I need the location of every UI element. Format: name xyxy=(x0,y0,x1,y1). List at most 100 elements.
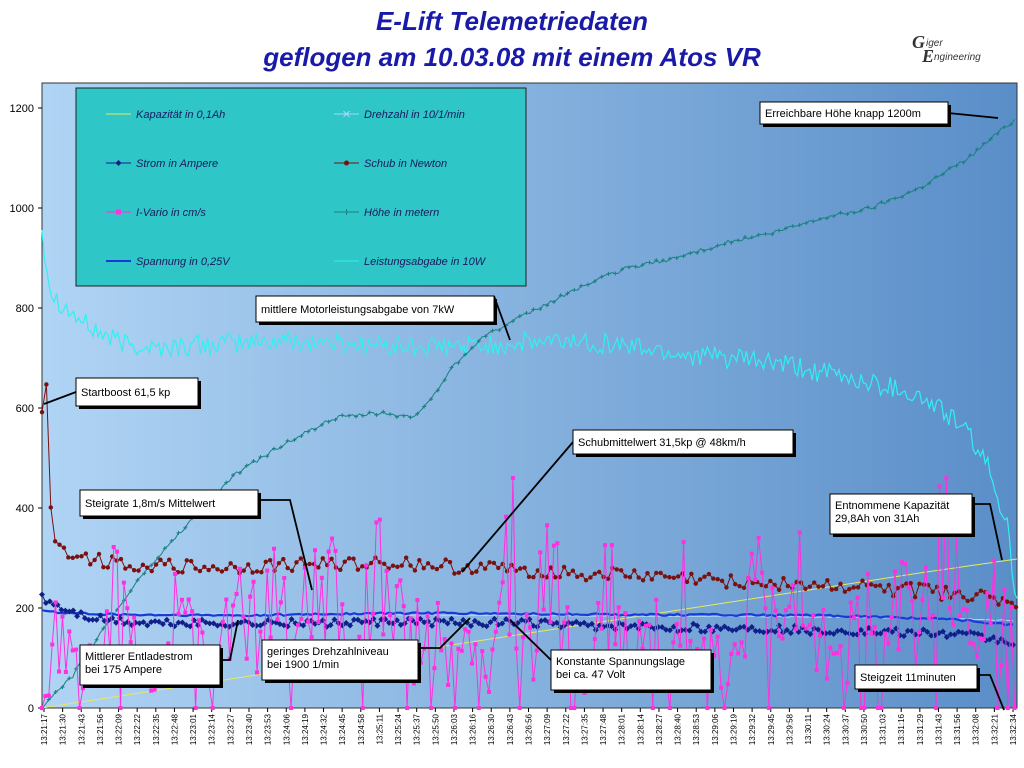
data-point-schub xyxy=(342,559,347,564)
data-point-schub xyxy=(452,571,457,576)
data-point-ivario xyxy=(760,570,765,575)
data-point-ivario xyxy=(466,629,471,634)
data-point-ivario xyxy=(548,620,553,625)
data-point-strom xyxy=(78,609,84,616)
data-point-ivario xyxy=(545,523,550,528)
data-point-ivario xyxy=(596,600,601,605)
data-point-strom xyxy=(705,623,712,630)
data-point-ivario xyxy=(295,623,300,628)
data-point-hoehe xyxy=(742,235,747,240)
data-point-ivario xyxy=(377,517,382,522)
data-point-schub xyxy=(733,581,738,587)
data-point-ivario xyxy=(330,536,335,541)
data-point-ivario xyxy=(940,595,945,600)
data-point-schub xyxy=(118,556,124,562)
data-point-hoehe xyxy=(176,530,181,535)
data-point-strom xyxy=(939,628,946,635)
data-point-hoehe xyxy=(278,445,283,450)
data-point-ivario xyxy=(432,666,437,671)
x-tick-label: 13:21:17 xyxy=(40,713,49,745)
data-point-ivario xyxy=(500,580,505,585)
data-point-schub xyxy=(127,564,132,569)
data-point-ivario xyxy=(459,648,464,653)
data-point-schub xyxy=(338,567,343,573)
data-point-hoehe xyxy=(572,287,577,292)
data-point-ivario xyxy=(551,543,556,548)
data-point-ivario xyxy=(490,647,495,652)
data-point-hoehe xyxy=(333,417,338,422)
data-point-ivario xyxy=(251,579,256,584)
data-point-strom xyxy=(39,591,45,598)
data-point-schub xyxy=(553,575,558,580)
y-tick-label: 600 xyxy=(16,403,34,415)
data-point-hoehe xyxy=(661,258,666,263)
data-point-ivario xyxy=(678,643,683,648)
legend-marker xyxy=(343,209,350,215)
data-point-ivario xyxy=(309,635,314,640)
data-point-ivario xyxy=(67,629,72,634)
chart-title: E-Lift Telemetriedaten xyxy=(375,6,649,36)
data-point-ivario xyxy=(507,632,512,637)
x-tick-label: 13:31:29 xyxy=(916,713,925,745)
data-point-ivario xyxy=(179,597,184,602)
data-point-ivario xyxy=(616,605,621,610)
data-point-ivario xyxy=(944,476,949,481)
data-point-ivario xyxy=(702,636,707,641)
data-point-ivario xyxy=(504,514,509,519)
data-point-schub xyxy=(912,594,918,600)
data-point-ivario xyxy=(644,623,649,628)
data-point-ivario xyxy=(446,682,451,687)
data-point-hoehe xyxy=(285,438,290,443)
data-point-ivario xyxy=(183,610,188,615)
data-point-ivario xyxy=(121,580,126,585)
data-point-ivario xyxy=(510,476,515,480)
data-point-strom xyxy=(666,627,673,634)
data-point-schub xyxy=(873,583,878,589)
data-point-schub xyxy=(228,561,233,566)
data-point-hoehe xyxy=(599,274,604,279)
data-point-strom xyxy=(460,616,467,623)
data-point-ivario xyxy=(70,648,75,653)
annotation-text: 29,8Ah von 31Ah xyxy=(835,513,919,525)
data-point-hoehe xyxy=(449,365,454,370)
annotation-line xyxy=(258,499,313,591)
data-point-schub xyxy=(803,586,808,592)
data-point-ivario xyxy=(869,631,874,636)
data-point-strom xyxy=(374,622,381,629)
annotation-line xyxy=(418,617,471,649)
data-point-ivario xyxy=(746,576,751,581)
annotation-line xyxy=(947,112,999,119)
data-point-ivario xyxy=(237,566,242,571)
data-point-ivario xyxy=(855,595,860,600)
legend-item-spannung: Spannung in 0,25V xyxy=(106,256,231,268)
data-point-ivario xyxy=(360,706,365,710)
data-point-ivario xyxy=(302,565,307,570)
data-point-strom xyxy=(261,620,268,627)
annotation-box xyxy=(759,101,949,125)
data-point-ivario xyxy=(234,591,239,596)
data-point-ivario xyxy=(934,706,939,710)
data-point-hoehe xyxy=(353,414,358,419)
data-point-hoehe xyxy=(313,427,317,432)
data-point-strom xyxy=(113,619,120,626)
x-tick-label: 13:22:35 xyxy=(152,713,161,745)
x-tick-label: 13:30:37 xyxy=(841,713,850,745)
data-point-schub xyxy=(443,557,448,562)
data-point-schub xyxy=(70,555,75,560)
data-point-schub xyxy=(978,588,984,593)
data-point-ivario xyxy=(872,624,877,629)
annotation-line xyxy=(972,503,1003,561)
data-point-hoehe xyxy=(306,429,311,434)
data-point-ivario xyxy=(254,670,259,675)
data-point-ivario xyxy=(794,626,799,631)
data-point-ivario xyxy=(449,641,454,646)
x-tick-label: 13:30:11 xyxy=(804,713,813,744)
data-point-ivario xyxy=(190,609,195,614)
data-point-strom xyxy=(553,619,560,626)
data-point-ivario xyxy=(326,549,331,554)
data-point-ivario xyxy=(357,634,362,639)
data-point-schub xyxy=(654,570,659,576)
data-point-strom xyxy=(327,622,334,629)
data-point-ivario xyxy=(971,642,976,647)
